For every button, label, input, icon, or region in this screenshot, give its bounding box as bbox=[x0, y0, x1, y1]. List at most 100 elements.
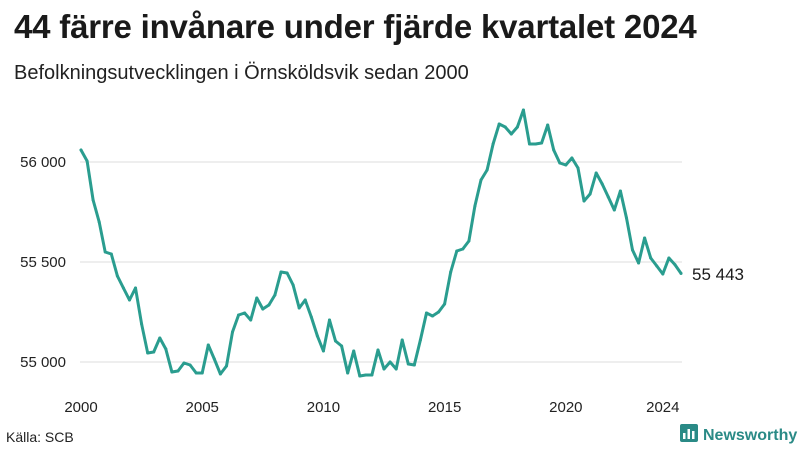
data-point bbox=[127, 298, 131, 302]
x-tick-label: 2010 bbox=[307, 399, 340, 416]
bar-chart-icon bbox=[680, 424, 698, 447]
data-point bbox=[285, 271, 289, 275]
data-point bbox=[273, 293, 277, 297]
data-point bbox=[637, 261, 641, 265]
data-point bbox=[212, 357, 216, 361]
data-point bbox=[594, 171, 598, 175]
data-point bbox=[546, 123, 550, 127]
data-point bbox=[97, 220, 101, 224]
data-point bbox=[418, 338, 422, 342]
data-point bbox=[218, 372, 222, 376]
data-point bbox=[400, 338, 404, 342]
data-point bbox=[461, 247, 465, 251]
y-tick-label: 56 000 bbox=[20, 154, 66, 171]
data-point bbox=[352, 349, 356, 353]
data-point bbox=[412, 363, 416, 367]
data-point bbox=[431, 314, 435, 318]
data-point bbox=[449, 270, 453, 274]
brand-logo[interactable]: Newsworthy bbox=[680, 424, 797, 447]
data-point bbox=[91, 198, 95, 202]
data-point bbox=[643, 236, 647, 240]
data-point bbox=[164, 347, 168, 351]
data-point bbox=[527, 142, 531, 146]
data-point bbox=[79, 148, 83, 152]
x-tick-label: 2015 bbox=[428, 399, 461, 416]
data-point bbox=[443, 302, 447, 306]
chart-subtitle: Befolkningsutvecklingen i Örnsköldsvik s… bbox=[14, 62, 469, 84]
data-point bbox=[109, 252, 113, 256]
series-line bbox=[79, 108, 683, 378]
y-axis-tick-labels: 55 000 55 500 56 000 bbox=[20, 154, 66, 371]
data-point bbox=[255, 296, 259, 300]
data-point bbox=[673, 263, 677, 267]
data-point bbox=[315, 334, 319, 338]
data-point bbox=[334, 339, 338, 343]
data-point bbox=[406, 362, 410, 366]
data-point bbox=[309, 315, 313, 319]
data-point bbox=[370, 373, 374, 377]
brand-name: Newsworthy bbox=[703, 426, 798, 444]
end-value-label: 55 443 bbox=[692, 265, 744, 284]
data-point bbox=[467, 239, 471, 243]
data-point bbox=[321, 349, 325, 353]
data-point bbox=[624, 216, 628, 220]
data-point bbox=[455, 249, 459, 253]
data-point bbox=[140, 322, 144, 326]
data-point bbox=[437, 310, 441, 314]
data-point bbox=[327, 318, 331, 322]
data-point bbox=[340, 344, 344, 348]
data-point bbox=[231, 330, 235, 334]
data-point bbox=[515, 125, 519, 129]
data-point bbox=[134, 286, 138, 290]
data-point bbox=[152, 350, 156, 354]
data-point bbox=[534, 142, 538, 146]
chart-title: 44 färre invånare under fjärde kvartalet… bbox=[14, 8, 697, 45]
data-point bbox=[552, 148, 556, 152]
data-point bbox=[631, 248, 635, 252]
data-point bbox=[655, 264, 659, 268]
y-tick-label: 55 000 bbox=[20, 354, 66, 371]
data-point bbox=[182, 361, 186, 365]
data-point bbox=[291, 283, 295, 287]
x-tick-label: 2024 bbox=[646, 399, 679, 416]
data-point bbox=[376, 348, 380, 352]
data-point bbox=[194, 371, 198, 375]
data-point bbox=[382, 367, 386, 371]
data-point bbox=[570, 156, 574, 160]
x-tick-label: 2020 bbox=[549, 399, 582, 416]
data-point bbox=[521, 108, 525, 112]
data-point bbox=[206, 343, 210, 347]
data-point bbox=[473, 204, 477, 208]
data-point bbox=[261, 307, 265, 311]
data-point bbox=[176, 369, 180, 373]
data-point bbox=[85, 159, 89, 163]
data-point bbox=[200, 371, 204, 375]
data-point bbox=[618, 189, 622, 193]
x-axis-tick-labels: 2000 2005 2010 2015 2020 2024 bbox=[64, 399, 679, 416]
source-note: Källa: SCB bbox=[6, 429, 74, 445]
data-point bbox=[243, 311, 247, 315]
data-point bbox=[394, 367, 398, 371]
data-point bbox=[346, 371, 350, 375]
data-point bbox=[297, 306, 301, 310]
data-point bbox=[121, 286, 125, 290]
data-point bbox=[679, 271, 683, 275]
data-point bbox=[667, 256, 671, 260]
data-point bbox=[188, 363, 192, 367]
x-tick-label: 2000 bbox=[64, 399, 97, 416]
data-point bbox=[540, 141, 544, 145]
data-point bbox=[649, 256, 653, 260]
data-point bbox=[479, 178, 483, 182]
data-point bbox=[388, 360, 392, 364]
data-point bbox=[491, 142, 495, 146]
data-point bbox=[237, 313, 241, 317]
data-point bbox=[146, 351, 150, 355]
data-point bbox=[267, 303, 271, 307]
data-point bbox=[249, 318, 253, 322]
x-tick-label: 2005 bbox=[186, 399, 219, 416]
data-point bbox=[224, 364, 228, 368]
data-point bbox=[509, 132, 513, 136]
data-point bbox=[558, 161, 562, 165]
data-point bbox=[303, 298, 307, 302]
data-point bbox=[661, 272, 665, 276]
